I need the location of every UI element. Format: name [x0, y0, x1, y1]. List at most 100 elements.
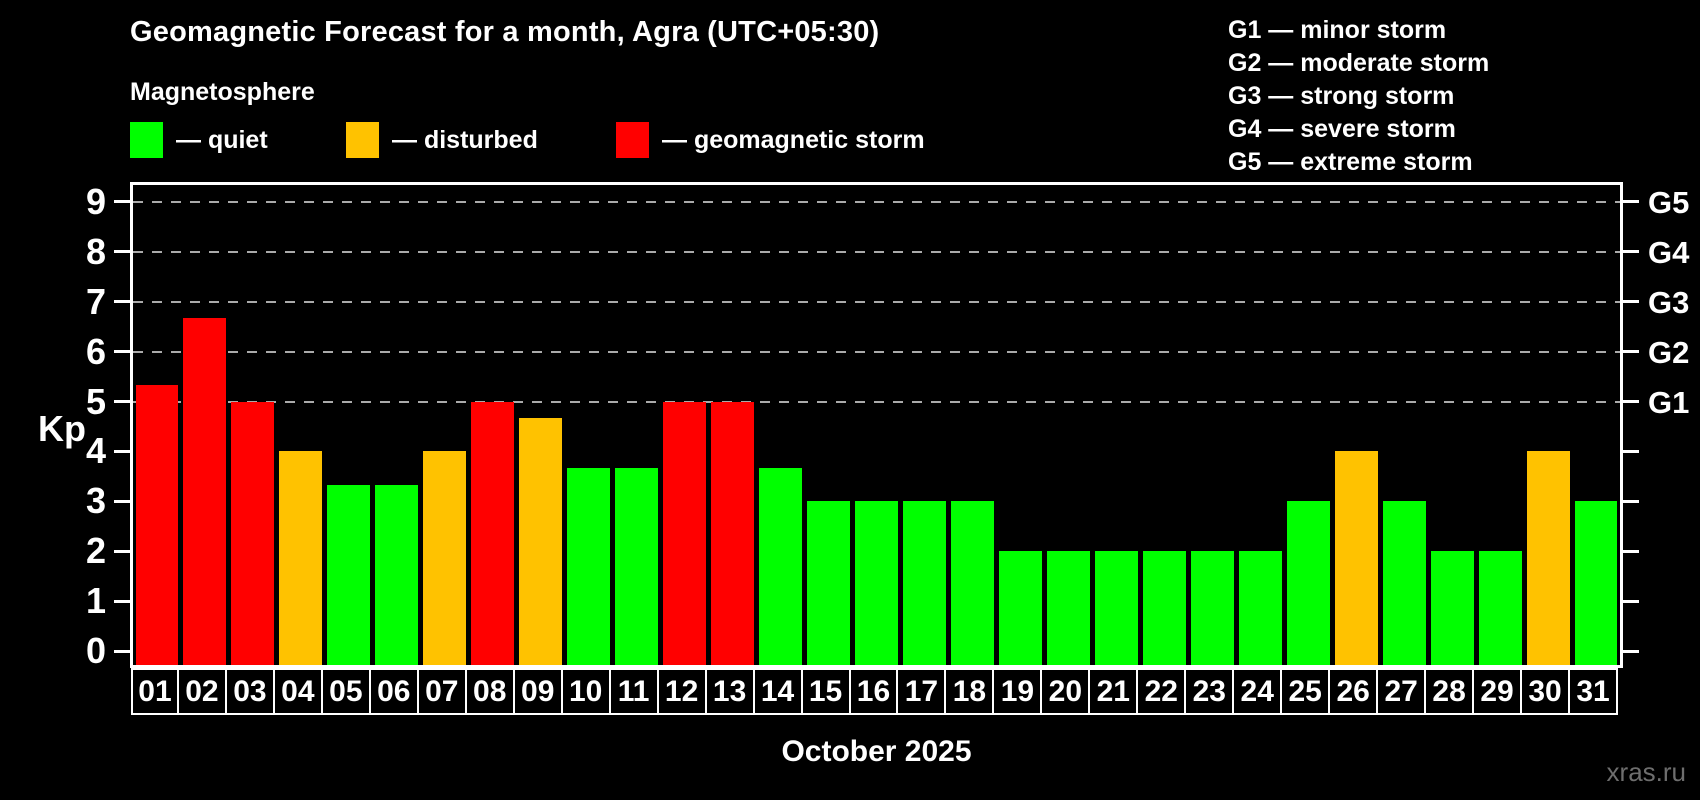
bar-day-20 [1046, 551, 1090, 665]
bar-day-16 [855, 501, 898, 665]
bar-day-04 [279, 451, 323, 665]
x-axis-title: October 2025 [781, 735, 972, 768]
y-tick-left-6 [114, 350, 130, 354]
bar-day-05 [327, 484, 371, 665]
x-tick-label-day-27: 27 [1376, 668, 1427, 715]
x-tick-label-day-11: 11 [608, 668, 659, 715]
bar-day-07 [423, 451, 467, 665]
bar-day-25 [1286, 501, 1330, 665]
disturbed-color-swatch [346, 122, 379, 158]
quiet-color-swatch [130, 122, 163, 158]
x-tick-label-day-12: 12 [656, 668, 707, 715]
x-tick-label-day-02: 02 [176, 668, 227, 715]
x-tick-label-day-22: 22 [1136, 668, 1187, 715]
y-tick-left-3 [114, 499, 130, 503]
y-tick-right-9 [1623, 200, 1639, 204]
bar-day-11 [615, 467, 659, 665]
legend-item-quiet: — quiet [130, 122, 268, 158]
legend-label-disturbed: — disturbed [392, 125, 538, 154]
y-tick-right-8 [1623, 250, 1639, 254]
x-tick-label-day-08: 08 [464, 668, 515, 715]
x-tick-label-day-18: 18 [944, 668, 995, 715]
g-legend-line-g5: G5 — extreme storm [1228, 148, 1473, 176]
y-tick-right-7 [1623, 300, 1639, 304]
bar-day-29 [1478, 551, 1522, 665]
y-tick-left-8 [114, 250, 130, 254]
x-tick-label-day-06: 06 [368, 668, 419, 715]
bar-day-03 [231, 401, 275, 665]
bar-day-22 [1142, 551, 1186, 665]
y-tick-left-7 [114, 300, 130, 304]
x-tick-label-day-07: 07 [416, 668, 467, 715]
bar-day-28 [1430, 551, 1474, 665]
g-scale-legend: G1 — minor storm G2 — moderate storm G3 … [1228, 14, 1489, 179]
y-tick-label-7: 7 [85, 280, 106, 322]
x-tick-label-day-24: 24 [1232, 668, 1283, 715]
bar-day-02 [183, 318, 227, 665]
right-axis-label-g2: G2 [1648, 334, 1690, 370]
bar-day-14 [759, 467, 803, 665]
x-tick-label-day-17: 17 [896, 668, 947, 715]
y-tick-label-1: 1 [85, 580, 106, 622]
bar-day-18 [950, 501, 994, 665]
y-tick-right-3 [1623, 499, 1639, 503]
y-tick-right-2 [1623, 549, 1639, 553]
x-tick-label-day-14: 14 [752, 668, 803, 715]
x-tick-label-day-19: 19 [992, 668, 1043, 715]
x-axis-day-row: 01 02 03 04 05 06 07 08 09 10 11 12 13 14 15 16 17 18 19 20… [131, 668, 1624, 715]
x-tick-label-day-21: 21 [1088, 668, 1139, 715]
bar-day-24 [1238, 551, 1282, 665]
y-tick-right-6 [1623, 350, 1639, 354]
bar-day-17 [902, 501, 946, 665]
bar-day-23 [1190, 551, 1234, 665]
y-tick-left-9 [114, 200, 130, 204]
x-tick-label-day-16: 16 [848, 668, 899, 715]
gridline-kp6 [133, 350, 1620, 353]
x-tick-label-day-23: 23 [1184, 668, 1235, 715]
page-title: Geomagnetic Forecast for a month, Agra (… [130, 16, 880, 48]
y-tick-label-8: 8 [85, 230, 106, 272]
bar-day-01 [135, 385, 179, 665]
y-tick-left-2 [114, 549, 130, 553]
bar-day-06 [375, 484, 419, 665]
y-tick-right-5 [1623, 400, 1639, 403]
y-tick-left-4 [114, 449, 130, 453]
x-tick-label-day-09: 09 [512, 668, 563, 715]
x-tick-label-day-03: 03 [224, 668, 275, 715]
x-tick-label-day-05: 05 [320, 668, 371, 715]
x-tick-label-day-13: 13 [704, 668, 755, 715]
x-tick-label-day-26: 26 [1328, 668, 1379, 715]
gridline-kp5 [133, 400, 1620, 403]
legend-label-storm: — geomagnetic storm [662, 125, 925, 154]
g-legend-line-g1: G1 — minor storm [1228, 16, 1447, 44]
y-tick-left-0 [114, 649, 130, 653]
x-tick-label-day-31: 31 [1568, 668, 1618, 715]
bar-day-10 [567, 467, 611, 665]
x-tick-label-day-30: 30 [1520, 668, 1571, 715]
bar-day-09 [519, 417, 563, 665]
y-tick-label-9: 9 [85, 180, 106, 222]
bar-day-19 [998, 551, 1042, 665]
right-axis-label-g1: G1 [1648, 384, 1690, 420]
x-tick-label-day-20: 20 [1040, 668, 1091, 715]
gridline-kp9 [133, 200, 1620, 203]
plot-area [130, 182, 1623, 668]
x-tick-label-day-01: 01 [131, 668, 179, 715]
x-tick-label-day-15: 15 [800, 668, 851, 715]
bar-day-21 [1094, 551, 1138, 665]
bar-day-27 [1382, 501, 1426, 665]
g-legend-line-g3: G3 — strong storm [1228, 82, 1455, 110]
legend-item-storm: — geomagnetic storm [616, 122, 925, 158]
storm-color-swatch [616, 122, 649, 158]
watermark-xras: xras.ru [1606, 757, 1686, 787]
x-tick-label-day-28: 28 [1424, 668, 1475, 715]
y-tick-right-0 [1623, 649, 1639, 653]
bar-day-30 [1526, 451, 1570, 665]
bar-day-12 [663, 401, 707, 665]
gridline-kp8 [133, 250, 1620, 253]
y-tick-label-2: 2 [85, 530, 106, 572]
y-tick-right-1 [1623, 599, 1639, 603]
gridline-kp7 [133, 300, 1620, 303]
y-axis-label-kp: Kp [38, 408, 86, 449]
